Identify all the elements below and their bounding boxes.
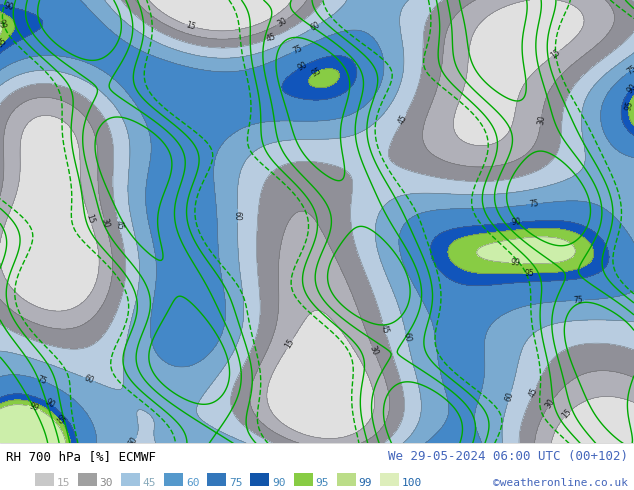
Text: RH 700 hPa [%] ECMWF: RH 700 hPa [%] ECMWF <box>6 450 157 464</box>
Bar <box>250 473 269 486</box>
Text: 90: 90 <box>43 397 56 410</box>
Bar <box>78 473 97 486</box>
Text: 90: 90 <box>510 218 521 227</box>
Text: 30: 30 <box>368 344 380 356</box>
Bar <box>35 473 54 486</box>
Text: 75: 75 <box>624 64 634 77</box>
Bar <box>121 473 140 486</box>
Text: 95: 95 <box>53 413 66 426</box>
Text: 75: 75 <box>291 44 304 56</box>
Text: 30: 30 <box>100 478 113 488</box>
Text: 45: 45 <box>396 113 409 126</box>
Text: 45: 45 <box>527 386 540 399</box>
Text: 30: 30 <box>276 16 288 29</box>
Text: 95: 95 <box>525 269 534 278</box>
Text: 15: 15 <box>56 478 70 488</box>
Text: 90: 90 <box>625 82 634 96</box>
Text: 60: 60 <box>82 373 95 386</box>
Text: 30: 30 <box>544 397 557 410</box>
Text: 15: 15 <box>184 20 197 32</box>
Text: 75: 75 <box>36 375 48 387</box>
Text: 45: 45 <box>113 220 125 231</box>
Text: 60: 60 <box>504 391 515 403</box>
Text: 75: 75 <box>573 295 583 305</box>
Text: 95: 95 <box>315 478 328 488</box>
Bar <box>337 473 356 486</box>
Text: 75: 75 <box>528 199 539 209</box>
Text: 90: 90 <box>3 1 15 12</box>
Text: 95: 95 <box>310 66 323 78</box>
Bar <box>294 473 313 486</box>
Text: 15: 15 <box>548 48 562 61</box>
Text: 30: 30 <box>536 114 547 125</box>
Text: 99: 99 <box>358 478 372 488</box>
Text: 45: 45 <box>265 32 278 44</box>
Bar <box>164 473 183 486</box>
Text: We 29-05-2024 06:00 UTC (00+102): We 29-05-2024 06:00 UTC (00+102) <box>387 450 628 464</box>
Text: 99: 99 <box>28 402 40 414</box>
Text: 15: 15 <box>560 408 574 421</box>
Bar <box>380 473 399 486</box>
Text: 75: 75 <box>229 478 242 488</box>
Text: 60: 60 <box>233 211 242 220</box>
Bar <box>207 473 226 486</box>
Text: 45: 45 <box>143 478 156 488</box>
Text: 90: 90 <box>272 478 285 488</box>
Text: 99: 99 <box>511 258 521 268</box>
Text: 30: 30 <box>100 218 111 229</box>
Text: 100: 100 <box>401 478 422 488</box>
Text: 60: 60 <box>186 478 199 488</box>
Text: 95: 95 <box>0 36 9 49</box>
Text: 60: 60 <box>127 435 140 448</box>
Text: 15: 15 <box>283 337 296 350</box>
Text: 90: 90 <box>296 60 309 73</box>
Text: 95: 95 <box>624 99 634 111</box>
Text: 60: 60 <box>309 21 321 33</box>
Text: 45: 45 <box>379 322 391 335</box>
Text: 99: 99 <box>0 18 6 30</box>
Text: 60: 60 <box>401 331 412 343</box>
Text: 15: 15 <box>84 213 96 225</box>
Text: ©weatheronline.co.uk: ©weatheronline.co.uk <box>493 478 628 488</box>
